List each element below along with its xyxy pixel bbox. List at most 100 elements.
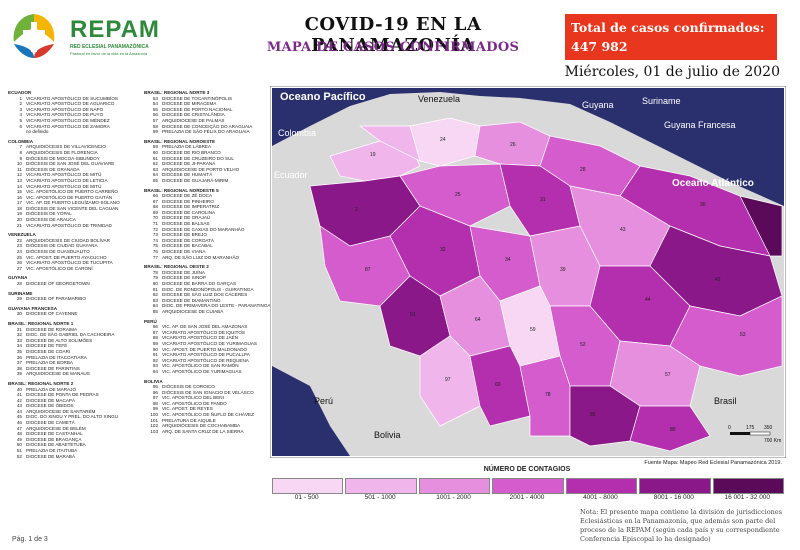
- jurisdiction-name: VIC. AP. DE PUERTO LEGUÍZAMO-SOLANO: [26, 200, 120, 206]
- jurisdiction-item: 14 VICARIATO APOSTÓLICO DE MITÚ: [8, 184, 136, 190]
- jurisdiction-number: 31: [16, 326, 22, 332]
- jurisdiction-name: ARQUIDIÓCESIS DE VILLAVICENCIO: [26, 144, 106, 150]
- legend-swatch: [639, 478, 711, 494]
- jurisdiction-number: 54: [152, 101, 158, 107]
- jurisdiction-item: 64 DIOCESE DE HUMAITÁ: [144, 172, 272, 178]
- jurisdiction-number: 16: [16, 194, 22, 200]
- jurisdiction-number: 12: [16, 172, 22, 178]
- jurisdiction-number: 46: [16, 420, 22, 426]
- jurisdiction-number: 97: [152, 395, 158, 401]
- jurisdiction-name: DIOCESE DE CAMETÁ: [26, 420, 75, 426]
- legend-label: 8001 - 16 000: [653, 494, 694, 501]
- svg-text:24: 24: [440, 137, 446, 143]
- jurisdiction-name: PRELATURA DE AIQUILE: [162, 417, 216, 423]
- jurisdiction-number: 94: [152, 368, 158, 374]
- svg-text:85: 85: [590, 412, 596, 418]
- jurisdiction-item: no definido: [8, 129, 136, 135]
- jurisdiction-number: 38: [16, 365, 22, 371]
- jurisdiction-name: DIOC. DE RONDONÓPOLIS - GUIRATINGA: [162, 286, 254, 292]
- jurisdiction-number: 93: [152, 363, 158, 369]
- jurisdiction-number: 43: [16, 403, 22, 409]
- jurisdiction-name: DIÓCESIS DE ARAUCA: [26, 217, 76, 223]
- jurisdiction-number: 64: [152, 172, 158, 178]
- jurisdiction-name: DIOCESE DE RIO BRANCO: [162, 149, 221, 155]
- logo-name: REPAM: [70, 16, 160, 43]
- jurisdiction-item: 22 ARQUIDIÓCESIS DE CIUDAD BOLÍVAR: [8, 238, 136, 244]
- jurisdiction-number: 19: [16, 211, 22, 217]
- jurisdiction-item: 1 VICARIATO APOSTÓLICO DE SUCUMBÍOS: [8, 96, 136, 102]
- jurisdiction-name: ARQUIDIOCESE DE MANAUS: [26, 371, 90, 377]
- jurisdiction-item: 48 DIOCESE DE CASTANHAL: [8, 431, 136, 437]
- jurisdiction-number: 53: [152, 95, 158, 101]
- jurisdiction-item: 16 VIC. APOSTÓLICO DE PUERTO GAITÁN: [8, 195, 136, 201]
- jurisdiction-number: 57: [152, 117, 158, 123]
- jurisdiction-name: DIÓCESIS DE CIUDAD GUAYANA: [26, 243, 98, 249]
- country-brasil-label: Brasil: [714, 396, 737, 406]
- jurisdiction-item: 31 DIOCESE DE RORAIMA: [8, 327, 136, 333]
- jurisdiction-name: VIC. APOSTÓLICO DE ÑUFLO DE CHÁVEZ: [162, 412, 254, 418]
- svg-text:32: 32: [440, 247, 446, 253]
- jurisdiction-section-title: PERÚ: [144, 318, 157, 324]
- jurisdiction-number: 7: [19, 144, 22, 150]
- jurisdiction-number: 33: [16, 337, 22, 343]
- jurisdiction-item: 20 DIÓCESIS DE ARAUCA: [8, 217, 136, 223]
- svg-text:43: 43: [620, 227, 626, 233]
- country-venezuela-label: Venezuela: [418, 94, 460, 104]
- jurisdiction-name: VIC. APOSTÓLICO DE YURIMAGUAS: [162, 368, 242, 374]
- jurisdiction-name: VICARIATO APOSTÓLICO DE PUCALLPA: [162, 352, 250, 358]
- jurisdiction-item: 42 DIOCESE DE MACAPÁ: [8, 398, 136, 404]
- jurisdiction-name: VIC. APOSTÓLICO DE SAN RAMÓN: [162, 363, 239, 369]
- jurisdiction-section-title: BRASIL: REGIONAL NOROESTE: [144, 138, 216, 144]
- jurisdiction-item: 13 VICARIATO APOSTÓLICO DE LETICIA: [8, 178, 136, 184]
- jurisdiction-name: VICARIATO APOSTÓLICO DE NAPO: [26, 106, 104, 112]
- jurisdiction-item: 34 DIOCESE DE TEFÉ: [8, 343, 136, 349]
- jurisdiction-number: 22: [16, 237, 22, 243]
- jurisdiction-name: VIC. APOSTÓLICO DE PUERTO GAITÁN: [26, 194, 113, 200]
- report-date: Miércoles, 01 de julio de 2020: [564, 64, 780, 80]
- jurisdiction-item: 33 DIOCESE DE ALTO SOLIMÕES: [8, 338, 136, 344]
- jurisdiction-name: no definido: [26, 129, 49, 135]
- jurisdiction-item: 103 ARQ. DE SANTA CRUZ DE LA SIERRA: [144, 429, 272, 435]
- jurisdiction-item: 99 VIC. APOST. DE REYES: [144, 406, 272, 412]
- jurisdiction-name: PRELAZIA DE ITAITUBA: [26, 448, 78, 454]
- svg-text:175: 175: [746, 425, 755, 431]
- jurisdiction-item: 4 VICARIATO APOSTÓLICO DE PUYO: [8, 112, 136, 118]
- jurisdiction-number: 9: [19, 155, 22, 161]
- jurisdiction-name: DIOCESE DE VIANA: [162, 249, 206, 255]
- jurisdiction-number: 14: [16, 183, 22, 189]
- svg-text:57: 57: [665, 372, 671, 378]
- jurisdiction-item: 47 ARQUIDIOCESE DE BELÉM: [8, 426, 136, 432]
- svg-text:52: 52: [580, 342, 586, 348]
- jurisdiction-section-title: BOLIVIA: [144, 378, 163, 384]
- jurisdiction-item: 62 DIOCESE DE JI-PARANÁ: [144, 161, 272, 167]
- jurisdiction-number: 81: [152, 286, 158, 292]
- jurisdiction-name: VICARIATO APOSTÓLICO DE IQUITOS: [162, 329, 245, 335]
- jurisdiction-name: DIÓCESIS DE GUASDUALITO: [26, 249, 90, 255]
- map-source: Fuente Mapa: Mapeo Red Eclesial Panamazó…: [644, 460, 782, 466]
- jurisdiction-item: 88 VICARIATO APOSTÓLICO DE JAÉN: [144, 335, 272, 341]
- jurisdiction-name: VICARIATO APOSTÓLICO DE MITÚ: [26, 172, 102, 178]
- jurisdiction-number: 96: [152, 389, 158, 395]
- svg-text:64: 64: [475, 317, 481, 323]
- jurisdiction-number: 26: [16, 260, 22, 266]
- jurisdiction-number: 75: [152, 243, 158, 249]
- jurisdiction-name: ARQUIDIÓCESIS DE FLORENCIA: [26, 149, 98, 155]
- jurisdiction-number: 45: [16, 414, 22, 420]
- jurisdiction-item: 10 DIÓCESIS DE SAN JOSÉ DEL GUAVIARE: [8, 161, 136, 167]
- jurisdiction-name: DIOCESE DE ALTO SOLIMÕES: [26, 337, 93, 343]
- svg-text:44: 44: [645, 297, 651, 303]
- jurisdiction-number: 63: [152, 166, 158, 172]
- repam-emblem-icon: [12, 14, 56, 58]
- legend-swatch: [345, 478, 417, 494]
- jurisdiction-number: 30: [16, 311, 22, 317]
- jurisdiction-name: DIOCESE DE BRAGANÇA: [26, 436, 82, 442]
- jurisdiction-name: PRELAZIA DE MARAJÓ: [26, 386, 77, 392]
- jurisdiction-number: 29: [16, 296, 22, 302]
- jurisdiction-item: 30 DIOCESE OF CAYENNE: [8, 311, 136, 317]
- jurisdiction-name: DIOCESE DE BACABAL: [162, 243, 213, 249]
- jurisdiction-section-title: GUAYANA FRANCESA: [8, 305, 58, 311]
- jurisdiction-item: 12 VICARIATO APOSTÓLICO DE MITÚ: [8, 172, 136, 178]
- jurisdiction-name: DIOCESE DE IMPERATRIZ: [162, 204, 220, 210]
- jurisdiction-name: DIOCESE DE DIAMANTINO: [162, 297, 221, 303]
- jurisdiction-name: DIÓCESIS DE COROICO: [162, 384, 215, 390]
